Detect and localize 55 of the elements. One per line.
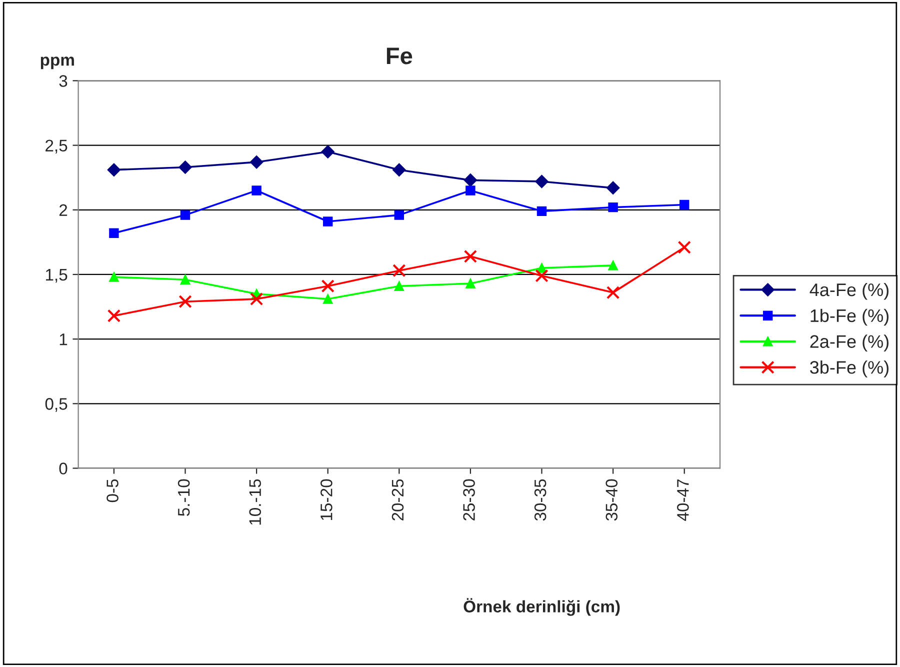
point: [178, 294, 192, 308]
x-tick-label: 25-30: [463, 479, 475, 520]
y-tick-label: 1: [60, 334, 68, 346]
y-tick-label: 0,5: [45, 398, 68, 412]
x-tick-label: 30-35: [534, 479, 546, 521]
point: [107, 163, 121, 176]
point: [608, 260, 618, 270]
y-tick-label: 0: [59, 462, 68, 474]
x-tick-label: 10.-15: [249, 479, 262, 525]
point: [322, 216, 333, 226]
point: [394, 210, 404, 220]
legend-label: 1b-Fe (%): [810, 308, 889, 326]
point: [109, 228, 119, 238]
point: [252, 186, 262, 196]
point: [608, 202, 618, 212]
point: [392, 264, 406, 278]
point: [109, 272, 119, 282]
x-tick-label: 15-20: [320, 479, 332, 520]
point: [392, 163, 406, 176]
legend-label: 4a-Fe (%): [810, 282, 889, 300]
point: [536, 206, 547, 216]
point: [678, 240, 691, 254]
y-tick-label: 3: [59, 75, 68, 87]
y-tick-label: 2,5: [46, 140, 68, 154]
y-tick-label: 2: [59, 204, 68, 216]
x-tick-label: 5.-10: [178, 479, 190, 516]
point: [321, 145, 334, 158]
point: [180, 274, 190, 284]
chart-title: Fe: [386, 48, 412, 64]
x-axis-title: Örnek derinliği (cm): [464, 598, 620, 616]
point: [250, 292, 264, 306]
point: [394, 281, 404, 291]
x-tick-label: 20-25: [392, 479, 404, 520]
point: [466, 278, 476, 288]
x-tick-label: 0-5: [106, 479, 118, 502]
y-axis-title: ppm: [40, 56, 74, 70]
point: [321, 279, 334, 293]
point: [322, 294, 333, 304]
legend-label: 2a-Fe (%): [810, 334, 889, 352]
point: [178, 160, 192, 174]
point: [464, 250, 478, 263]
x-tick-label: 35-40: [606, 479, 618, 521]
legend-label: 3b-Fe (%): [810, 360, 889, 378]
y-tick-label: 1,5: [46, 269, 68, 283]
point: [535, 269, 548, 282]
point: [535, 174, 548, 188]
point: [180, 210, 190, 220]
point: [606, 181, 620, 195]
x-tick-label: 40-47: [677, 479, 689, 521]
point: [250, 156, 264, 169]
point: [464, 174, 478, 187]
point: [679, 200, 690, 210]
point: [466, 186, 476, 196]
point: [107, 309, 121, 322]
point: [606, 286, 620, 300]
